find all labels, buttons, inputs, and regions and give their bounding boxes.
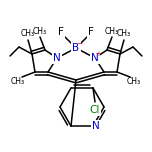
Text: +: + xyxy=(96,52,101,57)
Text: CH₃: CH₃ xyxy=(117,29,131,38)
Text: N: N xyxy=(53,53,61,63)
Text: −: − xyxy=(77,41,82,47)
Text: CH₃: CH₃ xyxy=(33,28,47,36)
Text: B: B xyxy=(73,43,79,53)
Text: N: N xyxy=(91,53,99,63)
Text: CH₃: CH₃ xyxy=(105,28,119,36)
Text: F: F xyxy=(58,27,64,37)
Text: F: F xyxy=(88,27,94,37)
Text: N: N xyxy=(92,121,100,131)
Text: CH₃: CH₃ xyxy=(21,29,35,38)
Text: CH₃: CH₃ xyxy=(11,76,25,85)
Text: Cl: Cl xyxy=(90,105,100,115)
Text: CH₃: CH₃ xyxy=(127,76,141,85)
